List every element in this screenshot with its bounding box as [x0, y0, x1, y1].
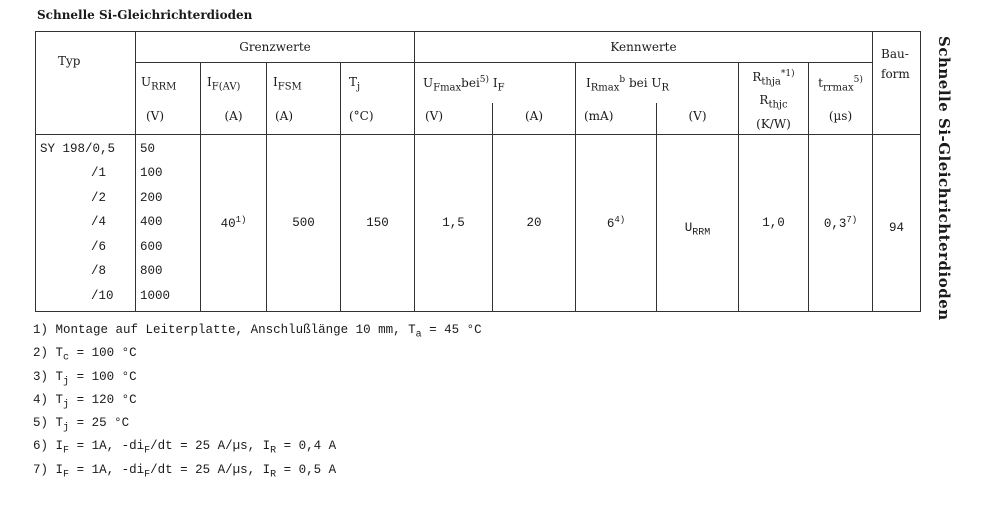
unit-if: (A) — [492, 102, 576, 135]
unit-trr: (µs) — [808, 102, 873, 135]
header-tj: Tj — [340, 62, 415, 103]
footnote: 6) IF = 1A, -diF/dt = 25 A/µs, IR = 0,4 … — [33, 439, 337, 457]
unit-ifav: (A) — [200, 102, 267, 135]
ur-value: URRM — [656, 133, 739, 312]
trr-value: 0,37) — [808, 133, 873, 312]
side-title: Schnelle Si-Gleichrichterdioden — [935, 36, 953, 321]
urrm-cell: 800 — [140, 264, 163, 279]
header-bauform: Bau-form — [872, 31, 921, 135]
ifsm-value: 500 — [266, 133, 341, 312]
footnote: 4) Tj = 120 °C — [33, 392, 137, 411]
rth-value: 1,0 — [738, 133, 809, 312]
ifav-value: 401) — [200, 133, 267, 312]
urrm-cell: 400 — [140, 215, 163, 230]
urrm-cell: 50 — [140, 141, 156, 156]
urrm-column: 50 100 200 400 600 800 1000 — [135, 133, 201, 312]
bauform-value: 94 — [872, 133, 921, 312]
header-grenzwerte: Grenzwerte — [135, 31, 415, 63]
footnote: 1) Montage auf Leiterplatte, Anschlußlän… — [33, 323, 482, 341]
header-urrm: URRM — [135, 62, 201, 103]
header-kennwerte: Kennwerte — [414, 31, 873, 63]
unit-ifsm: (A) — [266, 102, 341, 135]
urrm-cell: 600 — [140, 239, 163, 254]
urrm-cell: 1000 — [140, 288, 171, 303]
typ-cell: /1 — [91, 166, 107, 181]
unit-tj: (°C) — [340, 102, 415, 135]
footnote: 7) IF = 1A, -diF/dt = 25 A/µs, IR = 0,5 … — [33, 462, 337, 481]
typ-column: SY 198/0,5 /1 /2 /4 /6 /8 /10 — [35, 133, 136, 312]
unit-urrm: (V) — [135, 102, 201, 135]
ir-value: 64) — [575, 133, 657, 312]
if-value: 20 — [492, 133, 576, 312]
typ-cell: /10 — [91, 288, 114, 303]
page-title: Schnelle Si-Gleichrichterdioden — [37, 8, 253, 22]
footnote: 2) Tc = 100 °C — [33, 346, 137, 364]
unit-ur: (V) — [656, 102, 739, 135]
urrm-cell: 100 — [140, 166, 163, 181]
typ-cell: SY 198/0,5 — [40, 141, 116, 156]
typ-cell: /6 — [91, 239, 107, 254]
header-typ: Typ — [35, 31, 136, 135]
unit-uf: (V) — [414, 102, 493, 135]
tj-value: 150 — [340, 133, 415, 312]
typ-cell: /4 — [91, 215, 107, 230]
header-ifav: IF(AV) — [200, 62, 267, 103]
typ-cell: /8 — [91, 264, 107, 279]
uf-value: 1,5 — [414, 133, 493, 312]
urrm-cell: 200 — [140, 190, 163, 205]
footnotes: 1) Montage auf Leiterplatte, Anschlußlän… — [33, 319, 482, 482]
header-ifsm: IFSM — [266, 62, 341, 103]
header-ir-ur: IRmaxb bei UR — [575, 62, 739, 103]
unit-ir: (mA) — [575, 102, 657, 135]
header-trr: trrmax5) — [808, 62, 873, 103]
header-rth: Rthja*1) Rthjc (K/W) — [738, 62, 809, 135]
header-uf-if: UFmaxbei5) IF — [414, 62, 576, 103]
typ-cell: /2 — [91, 190, 107, 205]
footnote: 5) Tj = 25 °C — [33, 416, 130, 434]
footnote: 3) Tj = 100 °C — [33, 369, 137, 388]
diode-table: Typ Grenzwerte Kennwerte Bau-form URRM I… — [35, 31, 921, 312]
